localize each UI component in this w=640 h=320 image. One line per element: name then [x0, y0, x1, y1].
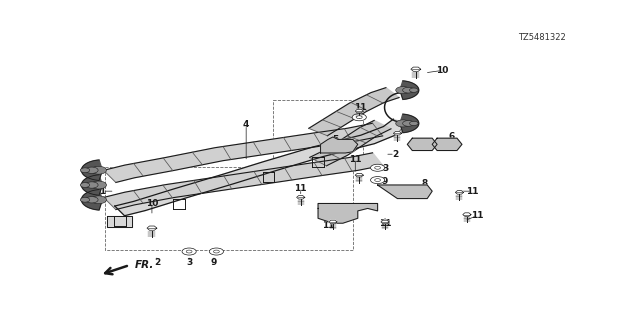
Circle shape: [374, 179, 381, 181]
Polygon shape: [355, 109, 364, 113]
Circle shape: [410, 121, 418, 125]
Polygon shape: [308, 88, 399, 136]
Circle shape: [91, 166, 106, 174]
Polygon shape: [104, 123, 383, 182]
Text: 11: 11: [399, 123, 411, 132]
Circle shape: [403, 121, 414, 126]
Circle shape: [214, 250, 220, 253]
Polygon shape: [81, 175, 102, 195]
Bar: [105, 166, 353, 250]
Text: 11: 11: [379, 219, 391, 228]
Polygon shape: [318, 204, 378, 223]
Polygon shape: [378, 185, 432, 198]
Polygon shape: [329, 220, 337, 224]
Polygon shape: [81, 160, 102, 180]
Circle shape: [91, 196, 106, 204]
Polygon shape: [355, 173, 364, 177]
Circle shape: [91, 181, 106, 189]
Text: 2: 2: [392, 150, 398, 159]
Text: 7: 7: [337, 204, 344, 213]
Text: 11: 11: [349, 155, 362, 164]
Polygon shape: [104, 153, 383, 210]
Polygon shape: [400, 114, 419, 133]
Text: 4: 4: [243, 120, 250, 129]
Polygon shape: [455, 191, 463, 194]
Bar: [273, 100, 363, 166]
Circle shape: [209, 248, 223, 255]
Polygon shape: [400, 81, 419, 100]
Polygon shape: [147, 226, 157, 230]
Polygon shape: [115, 119, 412, 216]
Text: 11: 11: [465, 187, 478, 196]
Circle shape: [371, 164, 385, 171]
Text: 10: 10: [146, 199, 158, 208]
Polygon shape: [381, 220, 389, 224]
Text: 9: 9: [382, 177, 388, 186]
Polygon shape: [321, 137, 358, 153]
Circle shape: [374, 166, 381, 169]
Circle shape: [396, 120, 410, 127]
Text: 11: 11: [470, 211, 483, 220]
Text: 11: 11: [294, 184, 307, 193]
Polygon shape: [411, 67, 420, 71]
Circle shape: [86, 182, 98, 188]
Circle shape: [356, 116, 362, 119]
Polygon shape: [81, 189, 102, 210]
Text: 10: 10: [436, 66, 448, 75]
Circle shape: [182, 248, 196, 255]
Circle shape: [80, 183, 90, 188]
Text: 6: 6: [449, 132, 455, 141]
Polygon shape: [108, 216, 132, 228]
Circle shape: [352, 114, 366, 121]
Polygon shape: [463, 213, 471, 216]
Polygon shape: [296, 196, 305, 199]
Text: 11: 11: [354, 103, 367, 112]
Text: 11: 11: [322, 221, 334, 230]
Polygon shape: [394, 132, 401, 135]
Polygon shape: [408, 138, 437, 150]
Circle shape: [186, 250, 192, 253]
Text: 8: 8: [422, 179, 428, 188]
Polygon shape: [432, 138, 462, 150]
Text: FR.: FR.: [134, 260, 154, 270]
Circle shape: [80, 197, 90, 202]
Text: 2: 2: [154, 258, 160, 267]
Polygon shape: [310, 120, 391, 166]
Text: 9: 9: [211, 258, 217, 267]
Circle shape: [403, 87, 414, 93]
Circle shape: [80, 168, 90, 172]
Circle shape: [86, 167, 98, 173]
Circle shape: [371, 177, 385, 184]
Text: 3: 3: [382, 164, 388, 173]
Circle shape: [396, 87, 410, 94]
Circle shape: [86, 197, 98, 203]
Text: 5: 5: [332, 135, 339, 144]
Circle shape: [410, 88, 418, 92]
Text: TZ5481322: TZ5481322: [518, 33, 566, 42]
Text: 1: 1: [99, 187, 106, 196]
Text: 3: 3: [186, 258, 192, 267]
